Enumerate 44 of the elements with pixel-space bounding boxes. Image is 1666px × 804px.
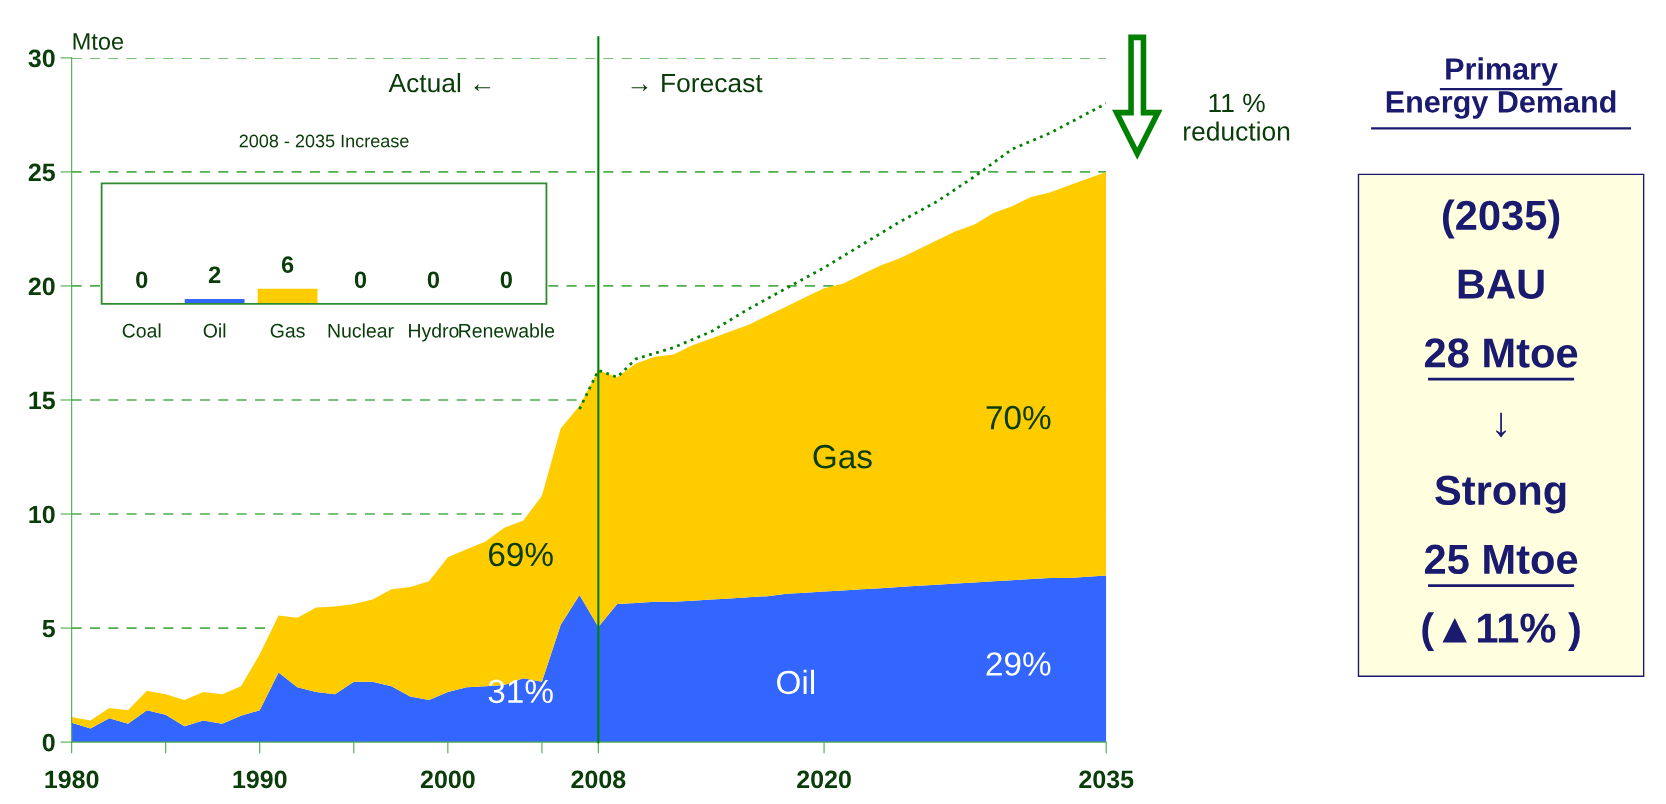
- text: 11 % reduction: [1184, 93, 1290, 141]
- text: Strong: [1435, 475, 1566, 514]
- data-label: 0: [136, 271, 148, 289]
- x-tick-label: 1990: [233, 770, 287, 789]
- y-tick-label: 10: [29, 505, 55, 524]
- data-label: 2: [208, 266, 221, 283]
- x-tick-label: Nuclear: [328, 323, 394, 338]
- text: BAU: [1458, 269, 1544, 299]
- x-tick-label: Coal: [122, 323, 161, 338]
- y-tick-label: 15: [29, 391, 55, 410]
- data-label: 0: [354, 271, 367, 289]
- y-tick-label: 30: [28, 49, 55, 68]
- y-tick-label: 5: [42, 619, 55, 638]
- annotation: Actual ←: [388, 72, 491, 93]
- data-label: 0: [500, 271, 512, 289]
- x-tick-label: 2008: [571, 770, 626, 789]
- y-tick-label: 20: [28, 277, 55, 296]
- x-tick-label: Renewable: [459, 323, 555, 338]
- annotation: → Forecast: [631, 73, 763, 93]
- chart-title: 2008 - 2035 Increase: [239, 134, 409, 148]
- annotation: Oil: [777, 669, 814, 695]
- y-axis-title: Mtoe: [73, 33, 124, 50]
- x-tick-label: 1980: [45, 770, 99, 789]
- y-tick-label: 25: [28, 163, 55, 182]
- text: (▲11% ): [1422, 612, 1580, 652]
- x-tick-label: 2020: [797, 770, 851, 789]
- x-tick-label: 2000: [420, 770, 475, 789]
- data-label: 0: [427, 271, 440, 289]
- annotation: 29%: [986, 652, 1051, 676]
- text: (2035): [1442, 199, 1560, 239]
- text: Primary Energy Demand: [1386, 57, 1616, 119]
- x-tick-label: 2035: [1079, 770, 1134, 789]
- annotation: 69%: [488, 542, 553, 567]
- text: 25 Mtoe: [1424, 544, 1578, 575]
- text: ↓: [1496, 412, 1506, 438]
- annotation: 31%: [488, 679, 553, 704]
- annotation: 70%: [986, 405, 1051, 430]
- x-tick-label: Gas: [270, 323, 305, 338]
- annotation: Gas: [813, 444, 872, 469]
- data-label: 6: [281, 256, 294, 274]
- text: 28 Mtoe: [1424, 338, 1578, 368]
- x-tick-label: Oil: [203, 323, 226, 338]
- x-tick-label: Hydro: [409, 323, 459, 342]
- y-tick-label: 0: [42, 733, 55, 752]
